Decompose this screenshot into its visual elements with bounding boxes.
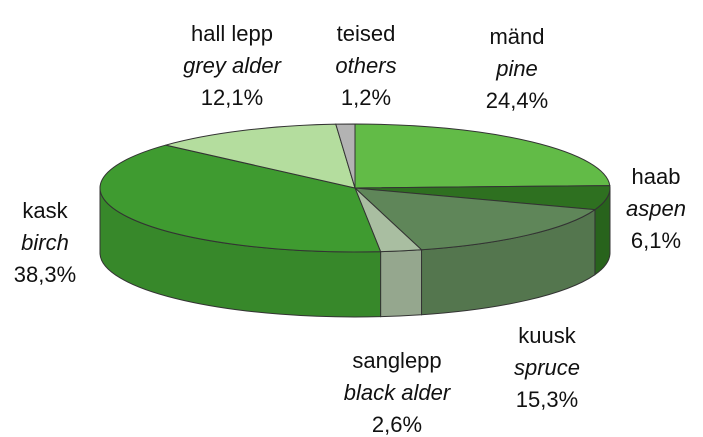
english-name: grey alder xyxy=(183,53,283,78)
slice xyxy=(354,123,611,189)
value-label: 15,3% xyxy=(516,387,578,412)
english-name: pine xyxy=(495,56,538,81)
slice-label: haab aspen 6,1% xyxy=(626,164,686,253)
slice xyxy=(335,123,356,189)
category-name: mänd xyxy=(489,24,544,49)
category-name: kask xyxy=(22,198,68,223)
slice-side xyxy=(380,249,423,318)
value-label: 1,2% xyxy=(341,85,391,110)
value-label: 24,4% xyxy=(486,88,548,113)
english-name: aspen xyxy=(626,196,686,221)
category-name: kuusk xyxy=(518,323,576,348)
value-label: 12,1% xyxy=(201,85,263,110)
english-name: others xyxy=(335,53,396,78)
english-name: black alder xyxy=(344,380,452,405)
slice-label: sanglepp black alder 2,6% xyxy=(344,348,452,437)
slice xyxy=(99,144,382,253)
slice-label: teised others 1,2% xyxy=(335,21,396,110)
value-label: 38,3% xyxy=(14,262,76,287)
category-name: hall lepp xyxy=(191,21,273,46)
slice-label: kuusk spruce 15,3% xyxy=(514,323,580,412)
slice-label: hall lepp grey alder 12,1% xyxy=(183,21,283,110)
value-label: 2,6% xyxy=(372,412,422,437)
english-name: spruce xyxy=(514,355,580,380)
category-name: teised xyxy=(337,21,396,46)
slice xyxy=(165,123,356,189)
slice-label: mänd pine 24,4% xyxy=(486,24,548,113)
english-name: birch xyxy=(21,230,69,255)
value-label: 6,1% xyxy=(631,228,681,253)
slice-label: kask birch 38,3% xyxy=(14,198,76,287)
category-name: haab xyxy=(632,164,681,189)
slice xyxy=(353,187,597,251)
category-name: sanglepp xyxy=(352,348,441,373)
